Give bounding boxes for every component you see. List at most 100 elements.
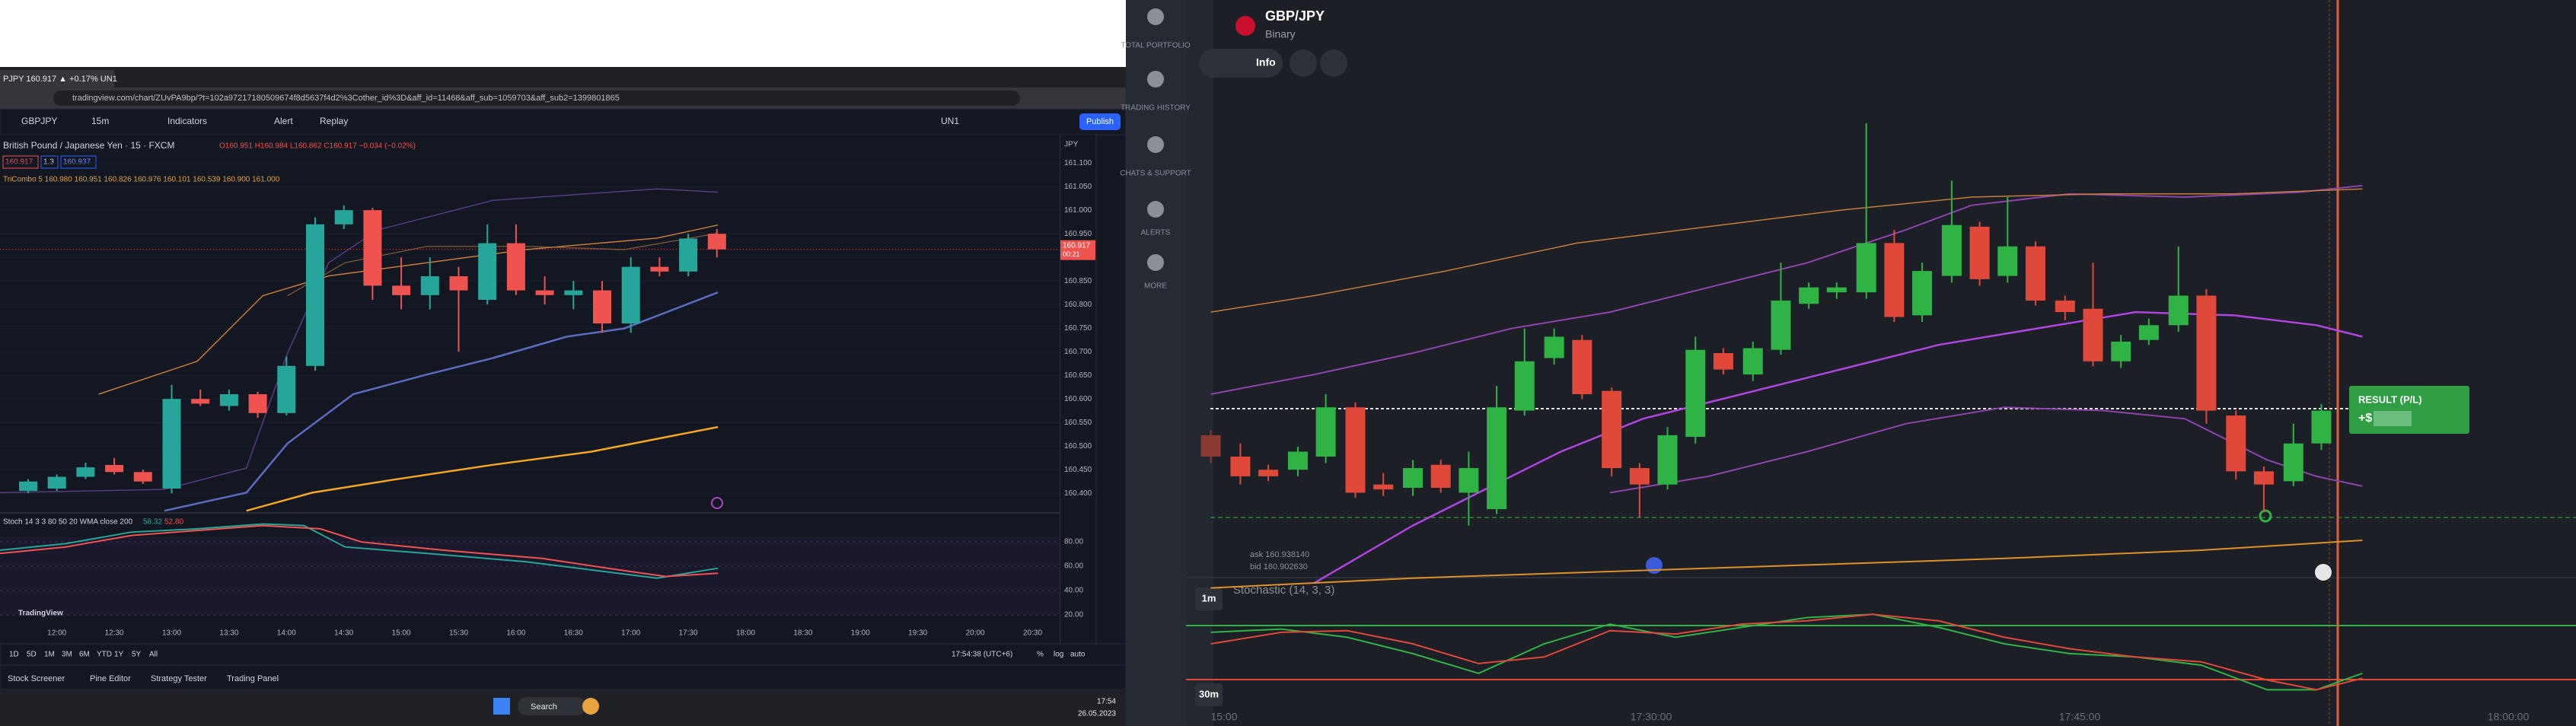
time-tick-label: 17:00 [621, 629, 640, 638]
timeframe-label[interactable]: 1m [1202, 592, 1216, 603]
right-candle-body [1629, 468, 1650, 485]
result-box[interactable] [2349, 386, 2469, 434]
alert-button[interactable] [1290, 49, 1317, 77]
right-candle-body [2138, 325, 2159, 340]
chrome-icon[interactable] [582, 698, 599, 715]
toolbar-item[interactable]: Replay [320, 116, 348, 126]
price-tick-label: 160.700 [1064, 348, 1092, 356]
right-candle-body [1258, 470, 1279, 476]
right-candle-body [2055, 300, 2075, 313]
sidebar-icon[interactable] [1147, 8, 1164, 25]
upper-band [0, 188, 719, 494]
right-candle-body [2311, 410, 2332, 444]
clock-date: 26.05.2023 [1078, 710, 1116, 718]
candle-body [162, 399, 181, 489]
event-marker[interactable] [1646, 557, 1663, 574]
panel-tab[interactable]: Trading Panel [227, 674, 279, 683]
right-ma [1210, 188, 2363, 313]
scale-option[interactable]: auto [1070, 651, 1086, 659]
candle-body [76, 467, 95, 477]
info-button[interactable] [1199, 49, 1283, 78]
candle-body [621, 266, 640, 323]
price-tick-label: 160.450 [1064, 466, 1092, 474]
right-candle-body [1487, 407, 1507, 510]
right-candle-body [1713, 353, 1733, 370]
right-candle-body [2111, 341, 2131, 361]
toolbar-item[interactable]: UN1 [941, 116, 959, 126]
entry-marker [2259, 509, 2272, 523]
right-candle-body [1826, 287, 1847, 293]
price-tick-label: 160.850 [1064, 277, 1092, 285]
panel-tab[interactable]: Strategy Tester [151, 674, 207, 683]
range-button[interactable]: All [149, 651, 158, 659]
toolbar-item[interactable]: 15m [91, 116, 109, 126]
time-tick-label: 16:00 [506, 629, 525, 638]
ask-label: ask 160.938140 [1250, 550, 1309, 559]
flag-icon [1235, 16, 1255, 36]
range-button[interactable]: 1Y [114, 651, 124, 659]
sidebar-icon[interactable] [1147, 201, 1164, 218]
range-button[interactable]: 5D [27, 651, 37, 659]
candle-body [19, 481, 37, 492]
stoch-tick-label: 20.00 [1064, 611, 1083, 619]
binary-chart [1186, 0, 2576, 726]
panel-tab[interactable]: Stock Screener [8, 674, 65, 683]
scale-option[interactable]: log [1054, 651, 1063, 659]
candle-body [564, 290, 583, 295]
windows-logo[interactable] [493, 698, 510, 715]
scale-option[interactable]: % [1037, 651, 1044, 659]
sidebar-icon[interactable] [1147, 254, 1164, 271]
timeframe-button[interactable] [1195, 683, 1223, 706]
url[interactable]: tradingview.com/chart/ZUvPA9bp/?t=102a97… [72, 94, 620, 103]
badge-label: 1.3 [43, 158, 54, 167]
sidebar-label[interactable]: TRADING HISTORY [1121, 104, 1191, 113]
right-slow-ma [1210, 540, 2363, 589]
candle-body [306, 224, 324, 366]
candle-body [248, 394, 267, 413]
sidebar-icon[interactable] [1147, 71, 1164, 88]
publish-label[interactable]: Publish [1086, 117, 1114, 126]
countdown: 00:21 [1063, 250, 1080, 258]
search-box[interactable] [518, 697, 586, 715]
sidebar-label[interactable]: TOTAL PORTFOLIO [1121, 42, 1191, 50]
range-button[interactable]: 1D [9, 651, 19, 659]
candle-body [593, 290, 611, 323]
toolbar-item[interactable]: GBPJPY [21, 116, 57, 126]
right-candle-body [2168, 295, 2189, 326]
stoch-tick-label: 40.00 [1064, 587, 1083, 595]
right-upper-band [1210, 184, 2363, 395]
panel-bar [0, 664, 1127, 690]
sidebar-label[interactable]: MORE [1144, 282, 1167, 291]
symbol[interactable]: GBP/JPY [1265, 8, 1325, 24]
timeframe-button[interactable] [1195, 587, 1223, 610]
info-label[interactable]: Info [1256, 56, 1276, 68]
sidebar-label[interactable]: CHATS & SUPPORT [1120, 170, 1191, 178]
panel-tab[interactable]: Pine Editor [90, 674, 131, 683]
stoch-d-line [0, 524, 719, 578]
sidebar-label[interactable]: ALERTS [1141, 229, 1171, 237]
candle-body [334, 210, 353, 224]
replay-marker [711, 497, 723, 509]
price-tick-label: 161.100 [1064, 159, 1092, 167]
time-label: 17:45:00 [2059, 711, 2101, 723]
price-tick-label: 161.000 [1064, 206, 1092, 215]
publish-button[interactable] [1079, 113, 1121, 130]
range-button[interactable]: YTD [97, 651, 112, 659]
range-button[interactable]: 3M [62, 651, 72, 659]
timeframe-label[interactable]: 30m [1199, 688, 1219, 699]
tab[interactable] [0, 70, 114, 88]
candle-body [535, 290, 554, 295]
toolbar-item[interactable]: Alert [274, 116, 293, 126]
sidebar-icon[interactable] [1147, 136, 1164, 153]
chart-title: British Pound / Japanese Yen · 15 · FXCM [3, 140, 174, 151]
range-button[interactable]: 5Y [132, 651, 142, 659]
address-bar[interactable] [53, 91, 1020, 106]
toolbar-item[interactable]: Indicators [167, 116, 207, 126]
range-button[interactable]: 6M [79, 651, 90, 659]
favorite-button[interactable] [1320, 49, 1347, 77]
search-label[interactable]: Search [531, 702, 557, 712]
range-button[interactable]: 1M [44, 651, 55, 659]
right-candle-body [1403, 468, 1423, 488]
time-label: 18:00:00 [2488, 711, 2530, 723]
candle-body [277, 365, 296, 413]
